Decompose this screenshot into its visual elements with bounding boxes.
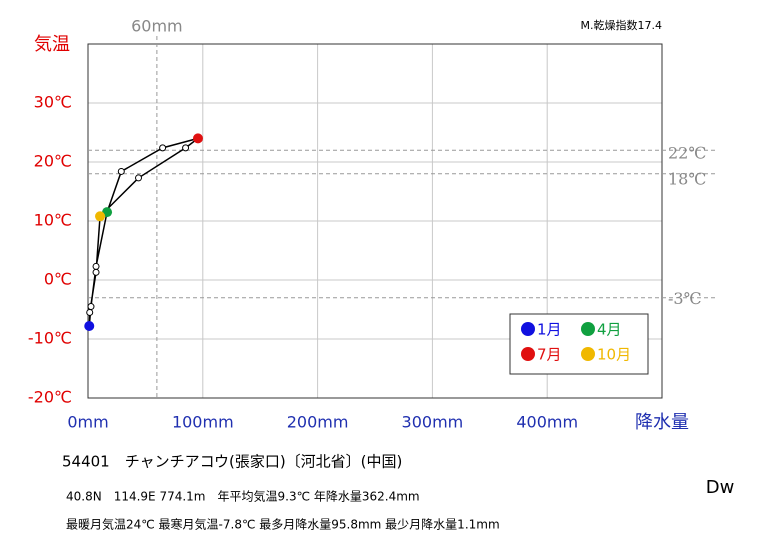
index-label: M.乾燥指数17.4 [581,18,662,32]
month-point [192,133,203,144]
y-tick-label: -20℃ [28,388,72,407]
month-point [87,303,95,311]
reference-label: 60mm [131,17,183,36]
legend-marker [581,322,595,336]
y-tick-label: 30℃ [34,93,72,112]
month-point [95,211,106,222]
reference-label: -3℃ [668,289,701,308]
x-tick-label: 300mm [402,413,464,432]
month-point [86,308,94,316]
reference-label: 18℃ [668,169,706,188]
legend-marker [521,322,535,336]
station-title: 54401 チャンチアコウ(張家口)〔河北省〕(中国) [62,453,402,471]
month-point [92,268,100,276]
station-info: 40.8N 114.9E 774.1m 年平均気温9.3℃ 年降水量362.4m… [66,489,420,504]
y-tick-label: -10℃ [28,329,72,348]
month-point [159,144,167,152]
y-axis-label: 気温 [34,34,70,55]
climate-code: Dw [706,477,735,498]
x-tick-label: 100mm [172,413,234,432]
legend-marker [581,347,595,361]
legend-label: 1月 [537,321,562,339]
y-tick-label: 0℃ [44,270,72,289]
legend-marker [521,347,535,361]
month-point [135,174,143,182]
month-point [84,321,95,332]
reference-label: 22℃ [668,144,706,163]
month-point [117,167,125,175]
x-tick-label: 200mm [287,413,349,432]
y-tick-label: 10℃ [34,211,72,230]
x-tick-label: 400mm [516,413,578,432]
plot-frame [87,43,663,399]
legend-label: 10月 [597,346,631,364]
station-info: 最暖月気温24℃ 最寒月気温-7.8℃ 最多月降水量95.8mm 最少月降水量1… [66,517,500,532]
x-tick-label: 0mm [67,413,108,432]
legend-label: 4月 [597,321,622,339]
month-point [92,262,100,270]
month-point [182,144,190,152]
legend-label: 7月 [537,346,562,364]
y-tick-label: 20℃ [34,152,72,171]
x-axis-label: 降水量 [635,412,689,433]
legend-box [509,313,649,375]
